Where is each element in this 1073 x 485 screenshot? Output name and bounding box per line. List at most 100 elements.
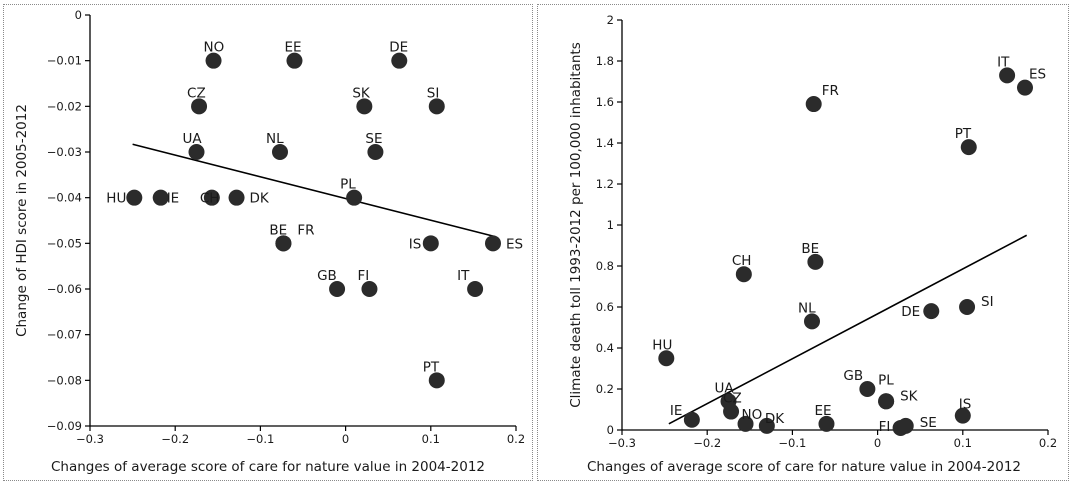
climate-point-ch	[735, 266, 752, 283]
climate-point-label-pt: PT	[955, 126, 972, 142]
climate-y-tick-label: 0.6	[596, 300, 614, 314]
climate-point-label-is: IS	[959, 397, 972, 413]
hdi-point-hu	[126, 189, 143, 206]
climate-point-label-se: SE	[920, 415, 937, 431]
climate-point-label-fr: FR	[822, 83, 839, 99]
climate-point-pt	[960, 139, 977, 156]
climate-x-tick-label: 0	[874, 436, 881, 450]
hdi-point-label-dk: DK	[250, 191, 270, 207]
climate-x-tick-label: −0.2	[693, 436, 721, 450]
climate-point-label-ee: EE	[814, 403, 831, 419]
climate-point-label-nl: NL	[798, 300, 816, 316]
climate-point-it	[999, 67, 1016, 84]
climate-y-tick-label: 1.4	[596, 136, 614, 150]
climate-point-label-no: NO	[742, 407, 763, 423]
hdi-x-tick-label: 0.1	[422, 432, 440, 446]
climate-y-axis-title: Climate death toll 1993-2012 per 100,000…	[568, 42, 584, 408]
hdi-point-label-se: SE	[365, 131, 382, 147]
hdi-x-tick-label: −0.2	[161, 432, 189, 446]
hdi-point-dk	[228, 189, 245, 206]
hdi-trend-line	[132, 143, 495, 238]
hdi-point-label-ch: CH	[200, 191, 220, 207]
climate-point-be	[807, 253, 824, 270]
climate-point-dk	[758, 417, 775, 434]
climate-y-tick-label: 1.8	[596, 54, 614, 68]
hdi-y-tick-label: −0.01	[47, 54, 82, 68]
hdi-x-tick-label: −0.3	[76, 432, 104, 446]
hdi-y-tick-label: −0.02	[47, 99, 82, 113]
hdi-x-tick-label: −0.1	[246, 432, 274, 446]
hdi-point-label-nl: NL	[266, 131, 284, 147]
climate-point-label-si: SI	[981, 294, 994, 310]
climate-point-gb	[859, 381, 876, 397]
hdi-point-label-is: IS	[409, 236, 422, 252]
hdi-point-sk	[356, 98, 373, 115]
hdi-point-nl	[271, 144, 288, 160]
hdi-point-no	[205, 52, 222, 69]
climate-y-tick-label: 1.2	[596, 177, 614, 191]
hdi-point-fr	[275, 235, 292, 252]
hdi-point-pt	[428, 372, 445, 389]
climate-point-label-fi: FI	[879, 419, 891, 435]
hdi-point-it	[467, 281, 484, 297]
climate-trend-line	[668, 234, 1028, 425]
climate-point-cz	[723, 403, 740, 420]
hdi-point-ua	[188, 144, 205, 160]
climate-point-label-cz: CZ	[723, 391, 742, 407]
hdi-point-label-ee: EE	[284, 40, 301, 56]
hdi-y-tick-label: −0.09	[47, 419, 82, 433]
climate-point-label-ua: UA	[715, 380, 735, 396]
hdi-point-label-ua: UA	[183, 131, 203, 147]
hdi-point-de	[391, 52, 408, 69]
climate-y-tick-label: 0	[607, 423, 614, 437]
climate-x-tick-label: −0.1	[778, 436, 806, 450]
climate-x-tick-label: −0.3	[608, 436, 636, 450]
climate-y-tick-label: 1	[607, 218, 614, 232]
hdi-point-label-ie: IE	[167, 191, 180, 207]
hdi-point-se	[367, 144, 384, 160]
climate-point-es	[1016, 79, 1033, 96]
climate-point-label-ie: IE	[670, 403, 683, 419]
climate-point-is	[954, 407, 971, 424]
climate-point-label-gb: GB	[843, 368, 863, 384]
hdi-point-label-sk: SK	[352, 85, 371, 101]
hdi-y-tick-label: 0	[75, 8, 82, 22]
climate-point-label-it: IT	[997, 54, 1010, 70]
hdi-point-gb	[329, 281, 346, 297]
climate-point-label-sk: SK	[900, 388, 919, 404]
hdi-y-axis-title: Change of HDI score in 2005-2012	[14, 104, 30, 337]
hdi-point-label-fi: FI	[357, 268, 369, 284]
climate-point-de	[923, 303, 940, 320]
climate-point-ie	[683, 411, 700, 428]
hdi-point-ch	[203, 189, 220, 206]
hdi-y-tick-label: −0.05	[47, 236, 82, 250]
climate-point-label-be: BE	[801, 241, 819, 257]
climate-point-fr	[805, 96, 822, 113]
climate-y-tick-label: 0.2	[596, 382, 614, 396]
hdi-point-label-gb: GB	[317, 268, 337, 284]
climate-point-si	[959, 299, 976, 315]
hdi-point-label-pl: PL	[340, 177, 356, 193]
climate-point-ee	[818, 415, 835, 432]
climate-point-label-pl: PL	[878, 372, 894, 388]
hdi-point-is	[422, 235, 439, 252]
hdi-x-tick-label: 0	[342, 432, 349, 446]
hdi-point-label-no: NO	[204, 40, 225, 56]
hdi-x-tick-label: 0.2	[507, 432, 525, 446]
chart-climate-svg: −0.3 −0.2 −0.1 0 0.1 0.2 0 0.2 0.4 0.6 0.8 1 1.2 1.4 1…	[568, 13, 1057, 475]
hdi-point-fi	[361, 281, 378, 297]
hdi-point-label-it: IT	[457, 268, 470, 284]
climate-x-tick-label: 0.2	[1039, 436, 1057, 450]
hdi-point-pl	[346, 189, 363, 206]
hdi-y-tick-label: −0.06	[47, 282, 82, 296]
climate-point-no	[737, 415, 754, 432]
climate-point-sk	[878, 393, 895, 410]
climate-point-label-ch: CH	[732, 253, 752, 269]
hdi-y-tick-label: −0.03	[47, 145, 82, 159]
climate-x-axis-title: Changes of average score of care for nat…	[587, 459, 1021, 475]
climate-point-label-de: DE	[901, 304, 920, 320]
hdi-point-label-cz: CZ	[187, 85, 206, 101]
hdi-point-ie	[152, 189, 169, 206]
chart-panel-right: −0.3 −0.2 −0.1 0 0.1 0.2 0 0.2 0.4 0.6 0.8 1 1.2 1.4 1…	[537, 4, 1069, 481]
hdi-point-ee	[286, 52, 303, 69]
